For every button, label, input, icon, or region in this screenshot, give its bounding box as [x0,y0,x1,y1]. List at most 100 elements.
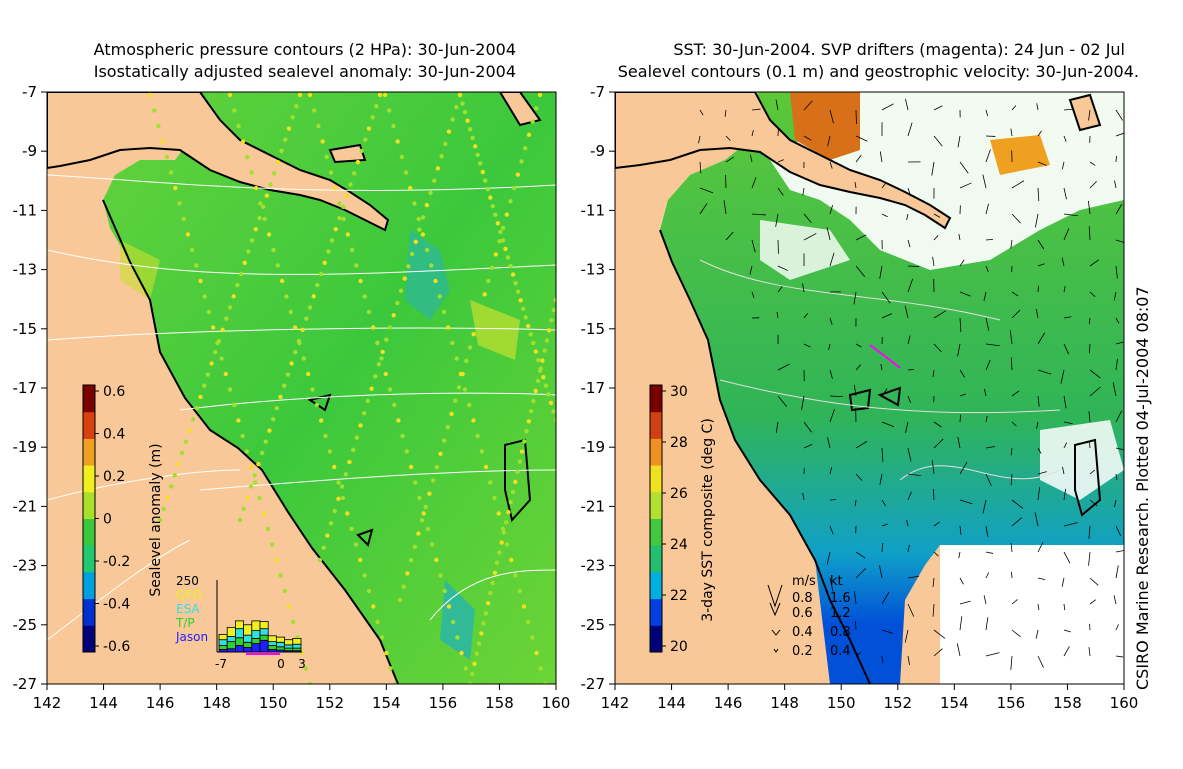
track-dot [252,473,257,478]
track-dot [429,542,435,547]
track-dot [237,517,243,523]
track-dot [344,193,350,198]
track-dot [345,511,350,516]
left-yellow-patch [470,300,520,360]
track-dot [467,681,473,684]
track-dot [194,405,200,411]
track-dot [224,316,229,321]
track-dot [519,449,525,454]
velocity-arrow [855,620,857,631]
track-dot [336,496,341,502]
velocity-arrow [1115,565,1119,579]
velocity-arrow [749,265,753,275]
right-axes: 142 144 146 148 150 152 154 156 158 160 -7 -9 -11 -13… [581,83,1139,712]
track-dot [274,405,280,411]
velocity-arrow [855,234,867,241]
track-dot [236,123,241,129]
track-dot [531,340,536,346]
velocity-arrow [829,317,833,325]
velocity-legend-kt-3: 0.8 [830,625,851,640]
left-colorbar-tick-label: 0.4 [103,427,125,443]
velocity-arrow [1036,103,1039,111]
velocity-arrow [853,384,857,397]
left-colorbar-segment [83,625,95,653]
velocity-arrow [1115,550,1124,553]
track-dot [366,126,372,131]
left-ytick-label: -23 [13,557,38,575]
velocity-arrow [855,343,862,348]
velocity-legend-ms-4: 0.2 [792,644,813,659]
track-dot [428,190,433,196]
inset-xtick-3: 3 [298,657,306,671]
track-dot [425,526,431,532]
track-dot [481,621,486,626]
track-dot [424,202,430,208]
velocity-arrow [985,238,993,241]
left-ytick-label: -27 [13,675,38,693]
left-pressure-contour-6 [47,469,241,501]
velocity-arrow [699,187,714,194]
velocity-arrow [1037,471,1047,475]
track-dot [341,216,346,222]
track-dot [168,484,174,489]
right-cloud-patch-2 [760,220,850,280]
velocity-arrow [1089,161,1096,166]
track-dot [530,119,535,124]
track-dot [366,588,372,594]
track-dot [270,417,276,422]
inset-bar-segment [226,636,236,643]
track-dot [480,169,485,175]
right-colorbar-segment [650,491,662,519]
track-dot [450,619,456,625]
velocity-arrow [907,369,915,371]
track-dot [147,92,153,98]
velocity-arrow [985,652,1000,657]
left-xtick-label: 142 [33,694,62,712]
velocity-arrow [1089,499,1098,506]
track-dot [413,480,418,485]
track-dot [417,227,422,232]
track-dot [475,318,480,324]
velocity-arrow [959,616,963,631]
velocity-arrow [724,109,727,117]
velocity-arrow [985,473,992,486]
track-dot [275,159,281,165]
right-colorbar: 30 28 26 24 22 20 [649,384,688,655]
velocity-arrow [1063,629,1071,633]
track-dot [535,378,541,384]
track-dot [376,362,382,367]
track-dot [488,195,493,200]
track-dot [533,388,538,394]
track-dot [375,340,380,346]
track-dot [220,327,225,333]
right-colorbar-segment [650,625,662,653]
right-xtick-label: 152 [883,694,912,712]
track-dot [332,464,337,470]
track-dot [442,438,447,443]
velocity-arrow [1011,599,1018,605]
velocity-arrow [751,108,761,111]
track-dot [467,402,472,408]
velocity-arrow [1115,155,1117,163]
right-title-line2: Sealevel contours (0.1 m) and geostrophi… [617,62,1139,81]
velocity-arrow [881,213,888,218]
track-dot [413,239,418,245]
track-dot [253,227,258,232]
velocity-arrow [1063,316,1072,319]
track-dot [515,289,521,294]
left-sea-area [103,92,556,684]
velocity-arrow [1009,330,1013,345]
velocity-arrow [1011,105,1017,111]
velocity-arrow [1061,577,1065,587]
velocity-arrow [1011,291,1019,297]
left-title-line2: Isostatically adjusted sealevel anomaly:… [93,62,516,81]
track-dot [343,472,348,477]
track-dot [526,419,532,424]
track-dot [219,356,224,361]
track-dot [362,410,367,416]
left-ytick-label: -7 [22,83,37,101]
velocity-legend-kt-1: 1.6 [830,591,851,606]
velocity-arrow [829,499,837,501]
velocity-arrow [1115,410,1123,423]
track-dot [362,294,367,299]
